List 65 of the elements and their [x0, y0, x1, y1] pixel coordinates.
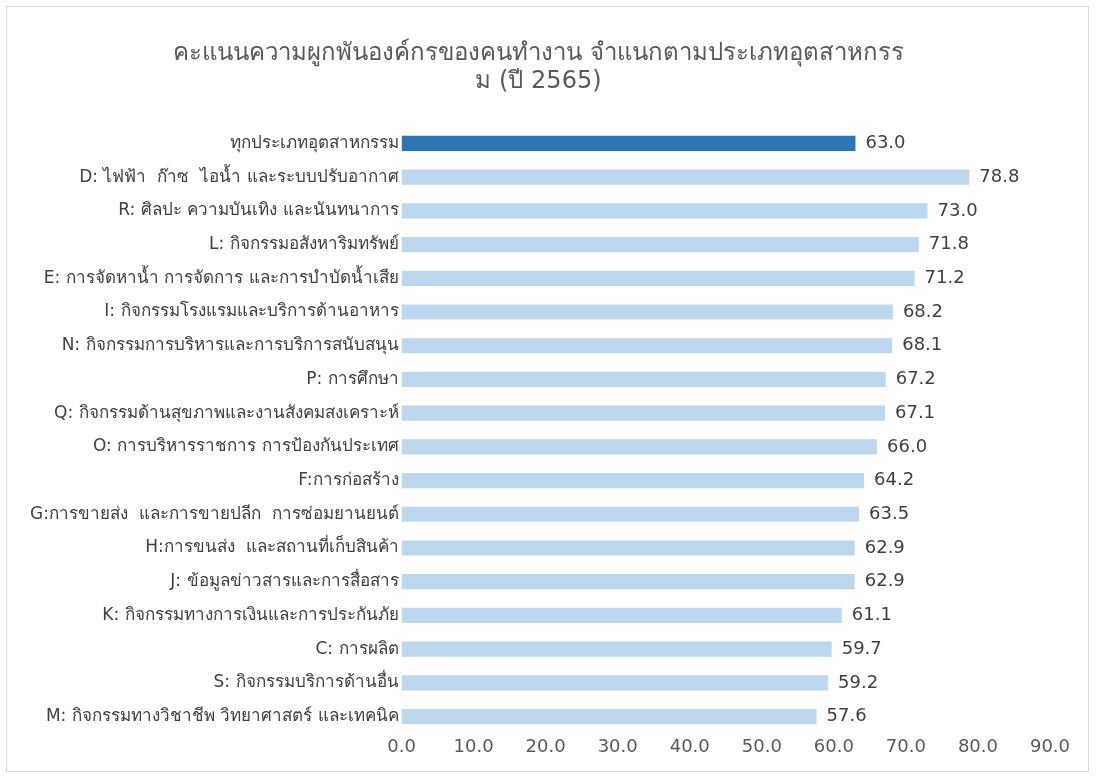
- bar: [401, 237, 919, 253]
- y-tick-label: H:การขนส่ง และสถานที่เก็บสินค้า: [145, 534, 399, 557]
- x-tick-label: 60.0: [813, 734, 854, 756]
- bar: [401, 405, 885, 421]
- y-tick-label: M: กิจกรรมทางวิชาชีพ วิทยาศาสตร์ และเทคนิค: [45, 704, 399, 725]
- chart-title: คะแนนความผูกพันองค์กรของคนทำงาน จำแนกตามประเภทอุตสาหกรรม (ปี 2565): [173, 37, 904, 95]
- data-label: 68.2: [902, 299, 943, 321]
- bar: [401, 371, 886, 388]
- bar: [401, 338, 893, 354]
- y-tick-label: S: กิจกรรมบริการด้านอื่น: [213, 669, 399, 692]
- bar: [401, 304, 893, 320]
- bar: [401, 540, 855, 556]
- bar: [401, 607, 842, 623]
- data-label: 71.2: [924, 265, 965, 287]
- bar: [401, 641, 832, 657]
- data-label: 62.9: [864, 569, 905, 591]
- y-tick-label: J: ข้อมูลข่าวสารและการสื่อสาร: [169, 568, 399, 592]
- x-tick-label: 50.0: [741, 734, 782, 756]
- data-label: 57.6: [826, 704, 867, 726]
- y-tick-label: N: กิจกรรมการบริหารและการบริการสนับสนุน: [61, 334, 399, 356]
- x-tick-label: 10.0: [453, 734, 494, 756]
- data-label: 67.2: [895, 367, 936, 389]
- bar: [401, 169, 970, 185]
- y-tick-label: R: ศิลปะ ความบันเทิง และนันทนาการ: [118, 199, 399, 220]
- x-tick-label: 70.0: [885, 734, 926, 756]
- y-tick-label: G:การขายส่ง และการขายปลีก การซ่อมยานยนต์: [29, 502, 399, 523]
- x-tick-label: 80.0: [957, 734, 998, 756]
- bar: [401, 203, 928, 219]
- data-label: 78.8: [979, 164, 1020, 186]
- bar: [401, 472, 865, 489]
- x-tick-label: 20.0: [525, 734, 566, 756]
- y-tick-label: D: ไฟฟ้า ก๊าซ ไอน้ำ และระบบปรับอากาศ: [79, 163, 399, 186]
- data-label: 64.2: [874, 468, 915, 490]
- y-tick-label: F:การก่อสร้าง: [298, 468, 399, 489]
- data-label: 68.1: [902, 333, 943, 355]
- data-label: 73.0: [937, 198, 978, 220]
- data-label: 63.5: [869, 501, 910, 523]
- bar: [401, 506, 860, 522]
- y-tick-label: E: การจัดหาน้ำ การจัดการ และการบำบัดน้ำเสีย: [43, 264, 399, 287]
- bar: [401, 270, 915, 286]
- y-tick-label: C: การผลิต: [315, 637, 399, 658]
- y-tick-label: P: การศึกษา: [306, 367, 399, 388]
- x-tick-label: 40.0: [669, 734, 710, 756]
- data-label: 59.2: [838, 670, 879, 692]
- y-tick-label: L: กิจกรรมอสังหาริมทรัพย์: [208, 233, 399, 254]
- data-label: 71.8: [928, 232, 969, 254]
- x-tick-label: 30.0: [597, 734, 638, 756]
- data-label: 63.0: [865, 131, 906, 153]
- data-label: 67.1: [895, 400, 936, 422]
- y-tick-label: Q: กิจกรรมด้านสุขภาพและงานสังคมสงเคราะห์: [54, 401, 399, 423]
- bar: [401, 439, 878, 455]
- bar: [401, 708, 817, 725]
- data-label: 62.9: [864, 535, 905, 557]
- bar: [401, 574, 855, 590]
- y-tick-label: O: การบริหารราชการ การป้องกันประเทศ: [92, 435, 399, 456]
- x-tick-label: 90.0: [1029, 734, 1071, 756]
- y-tick-label: I: กิจกรรมโรงแรมและบริการด้านอาหาร: [104, 300, 399, 321]
- bar: [401, 135, 856, 152]
- data-label: 66.0: [887, 434, 928, 456]
- data-label: 59.7: [841, 636, 882, 658]
- y-tick-label: K: กิจกรรมทางการเงินและการประกันภัย: [102, 603, 399, 624]
- x-tick-label: 0.0: [387, 734, 416, 756]
- y-tick-label: ทุกประเภทอุตสาหกรรม: [229, 131, 399, 153]
- bar: [401, 675, 829, 691]
- data-label: 61.1: [851, 603, 892, 625]
